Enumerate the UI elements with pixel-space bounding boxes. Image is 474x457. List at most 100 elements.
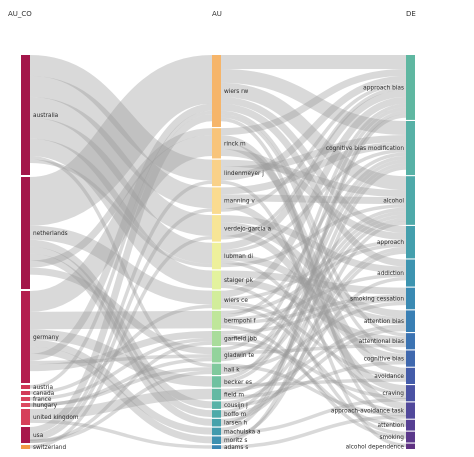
link-verdejo-garcia-a-to-addiction <box>220 215 407 274</box>
node-label-machulska-a: machulska a <box>224 429 261 435</box>
node-attention[interactable] <box>406 419 415 431</box>
node-label-lindenmeyer-j: lindenmeyer j <box>224 171 264 177</box>
link-wiers-rw-to-cognitive-bias-modification <box>220 68 407 135</box>
node-garfield-jbb[interactable] <box>212 330 221 347</box>
labels-layer: australia netherlands germany austriacanada… <box>33 85 405 451</box>
link-hungary-to-gladwin-te <box>29 357 213 407</box>
node-label-addiction: addiction <box>377 271 404 277</box>
link-australia-to-lubman-di <box>29 117 213 264</box>
node-becker-es[interactable] <box>212 376 221 388</box>
node-germany[interactable] <box>21 291 30 383</box>
node-avoidance[interactable] <box>406 367 415 385</box>
node-label-manning-v: manning v <box>224 199 255 205</box>
node-machulska-a[interactable] <box>212 427 221 436</box>
node-addiction[interactable] <box>406 259 415 287</box>
links-layer <box>28 54 407 449</box>
node-approach-bias[interactable] <box>406 55 415 120</box>
node-cognitive-bias-modification[interactable] <box>406 121 415 176</box>
link-netherlands-to-cousijn-j <box>29 239 213 409</box>
node-label-craving: craving <box>382 391 404 397</box>
node-gladwin-te[interactable] <box>212 347 221 363</box>
node-canada[interactable] <box>21 391 30 395</box>
link-lubman-di-to-craving <box>220 260 407 396</box>
link-lubman-di-to-attention-bias <box>220 253 407 325</box>
node-approach[interactable] <box>406 225 415 259</box>
link-australia-to-staiger-pk <box>29 138 213 288</box>
node-craving[interactable] <box>406 385 415 402</box>
node-australia[interactable] <box>21 55 30 175</box>
node-field-m[interactable] <box>212 388 221 401</box>
link-wiers-ce-to-approach-avoidance-task <box>220 304 407 413</box>
link-netherlands-to-wiers-rw <box>28 54 214 226</box>
node-united-kingdom[interactable] <box>21 409 30 425</box>
link-australia-to-hall-k <box>29 156 213 368</box>
node-label-approach-bias: approach bias <box>363 85 404 91</box>
link-rinck-m-to-approach-avoidance-task <box>220 135 407 410</box>
node-smoking-cessation[interactable] <box>406 287 415 310</box>
link-bermpohl-f-to-approach <box>220 243 407 315</box>
node-moritz-s[interactable] <box>212 436 221 445</box>
link-germany-to-becker-es <box>29 329 213 387</box>
link-staiger-pk-to-smoking-cessation <box>220 270 407 295</box>
node-bermpohl-f[interactable] <box>212 310 221 330</box>
node-smoking[interactable] <box>406 431 415 443</box>
node-attentional-bias[interactable] <box>406 333 415 350</box>
link-lindenmeyer-j-to-alcohol <box>220 159 407 198</box>
link-austria-to-wiers-rw <box>29 110 213 389</box>
node-cousijn-j[interactable] <box>212 401 221 409</box>
node-hall-k[interactable] <box>212 363 221 376</box>
link-wiers-rw-to-cognitive-bias <box>220 114 407 354</box>
node-lindenmeyer-j[interactable] <box>212 159 221 187</box>
node-lubman-di[interactable] <box>212 242 221 270</box>
column-header-au_co: AU_CO <box>8 10 32 18</box>
link-lindenmeyer-j-to-alcohol-dependence <box>220 180 407 448</box>
node-alcohol-dependence[interactable] <box>406 443 415 449</box>
node-verdejo-garcia-a[interactable] <box>212 215 221 242</box>
nodes-layer <box>21 55 415 449</box>
node-boffo-m[interactable] <box>212 410 221 418</box>
node-wiers-ce[interactable] <box>212 290 221 310</box>
node-label-attention-bias: attention bias <box>364 319 404 325</box>
node-france[interactable] <box>21 397 30 401</box>
node-label-cousijn-j: cousijn j <box>224 403 248 409</box>
node-attention-bias[interactable] <box>406 310 415 333</box>
link-canada-to-wiers-ce <box>29 304 213 395</box>
node-usa[interactable] <box>21 427 30 443</box>
link-staiger-pk-to-attentional-bias <box>220 277 407 344</box>
node-alcohol[interactable] <box>406 176 415 225</box>
link-usa-to-lindenmeyer-j <box>29 180 213 438</box>
link-germany-to-wiers-rw <box>29 103 213 361</box>
link-moritz-s-to-cognitive-bias-modification <box>220 166 407 444</box>
node-label-united-kingdom: united kingdom <box>33 415 79 421</box>
node-label-wiers-rw: wiers rw <box>224 89 249 95</box>
node-austria[interactable] <box>21 385 30 389</box>
node-label-larsen-h: larsen h <box>224 421 248 427</box>
node-approach-avoidance-task[interactable] <box>406 402 415 419</box>
link-manning-v-to-cognitive-bias-modification <box>220 141 407 195</box>
link-gladwin-te-to-alcohol <box>220 211 407 358</box>
link-hall-k-to-alcohol <box>220 214 407 375</box>
node-rinck-m[interactable] <box>212 128 221 159</box>
link-france-to-garfield-jbb <box>29 337 213 401</box>
node-netherlands[interactable] <box>21 177 30 289</box>
column-header-de: DE <box>406 10 416 18</box>
node-label-netherlands: netherlands <box>33 231 68 237</box>
node-switzerland[interactable] <box>21 445 30 449</box>
node-larsen-h[interactable] <box>212 418 221 427</box>
link-hall-k-to-approach-avoidance-task <box>220 363 407 417</box>
link-field-m-to-alcohol <box>220 218 407 396</box>
node-cognitive-bias[interactable] <box>406 350 415 367</box>
node-hungary[interactable] <box>21 403 30 407</box>
link-usa-to-manning-v <box>29 208 213 441</box>
link-wiers-rw-to-addiction <box>220 103 407 267</box>
node-label-alcohol-dependence: alcohol dependence <box>346 444 405 450</box>
node-label-verdejo-garcia-a: verdejo-garcia a <box>224 226 272 232</box>
node-label-bermpohl-f: bermpohl f <box>224 318 257 324</box>
node-adams-s[interactable] <box>212 445 221 449</box>
link-verdejo-garcia-a-to-attention-bias <box>220 222 407 318</box>
link-lindenmeyer-j-to-cognitive-bias-modification <box>220 134 407 174</box>
node-manning-v[interactable] <box>212 187 221 214</box>
link-garfield-jbb-to-craving <box>220 341 407 400</box>
node-wiers-rw[interactable] <box>212 55 221 127</box>
node-staiger-pk[interactable] <box>212 270 221 290</box>
